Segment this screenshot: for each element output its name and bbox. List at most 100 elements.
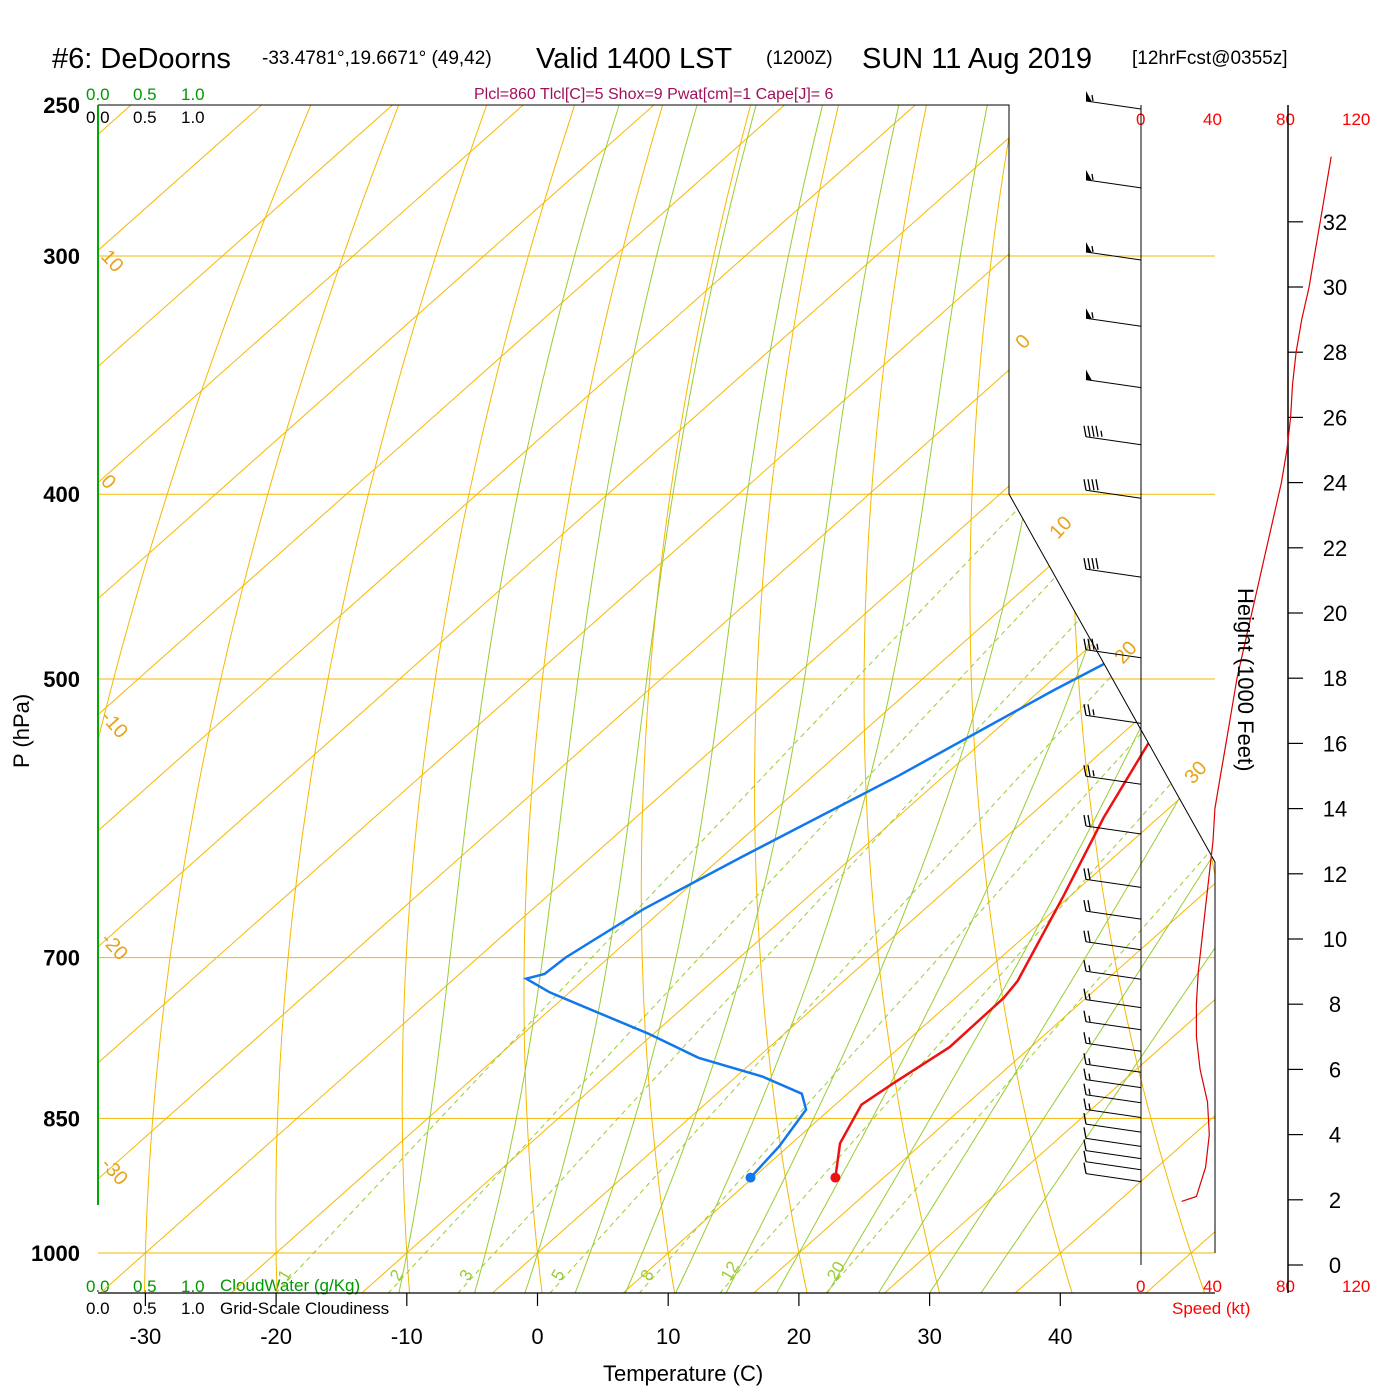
pressure-ticks: 250 300 400 500 700 850 1000 [31,93,80,1266]
barb-staff [1085,1021,1142,1031]
height-tick-label: 2 [1329,1188,1341,1213]
isotherm-line [98,105,431,1293]
mixing-ratio-labels: 1 2 3 5 8 12 20 [274,1258,849,1284]
wind-barb [1083,988,1142,1009]
barb-full [1091,425,1095,437]
wind-barb [1083,704,1142,724]
isotherm-line [883,105,1215,1293]
valid-date: SUN 11 Aug 2019 [862,43,1092,75]
mixing-ratio-lines [275,493,1215,1293]
barb-staff [1085,1042,1142,1052]
dry-adiabat-line [1362,71,1400,1301]
height-tick-label: 10 [1323,927,1347,952]
barb-full [1083,638,1087,650]
barb-full [1087,900,1091,912]
height-tick-label: 22 [1323,536,1347,561]
height-tick-label: 6 [1329,1057,1341,1082]
y-axis-label: P (hPa) [9,694,34,768]
cloudwater-tick-top-2: 1.0 [181,85,205,104]
barb-full [1087,868,1091,880]
speed-tick-bottom-2: 80 [1276,1277,1295,1296]
barb-staff [1085,999,1142,1009]
barb-staff [1085,379,1142,389]
barb-flag [1086,169,1092,181]
station-title: #6: DeDoorns [52,43,231,75]
wind-barb [1083,479,1142,499]
isotherm-line [360,105,1215,1293]
barb-staff [1085,100,1142,110]
isotherm-line [753,105,1215,1293]
barb-staff [1085,970,1142,980]
cloudwater-tick-top-0: 0.0 [86,85,110,104]
barb-full [1087,479,1091,491]
wind-barbs [1083,91,1142,1183]
barb-full [1083,1127,1087,1139]
mixing-ratio-label: 5 [547,1266,568,1284]
speed-tick-bottom-1: 40 [1203,1277,1222,1296]
barb-full [1083,1032,1087,1044]
mixing-ratio-line [457,493,1197,1293]
barb-full [1083,765,1087,777]
wind-barb [1085,91,1142,110]
barb-half [1091,245,1094,253]
barb-staff [1085,1109,1142,1119]
cloudiness-tick-top-2: 1.0 [181,108,205,127]
barb-half [1088,1103,1091,1110]
forecast-info: [12hrFcst@0355z] [1132,48,1288,69]
speed-tick-bottom-0: 0 [1136,1277,1145,1296]
cloudwater-tick-bottom-0: 0.0 [86,1277,110,1296]
thermo-grid [98,71,1400,1301]
barb-full [1091,558,1095,570]
barb-full [1083,900,1087,912]
barb-half [1088,1058,1091,1065]
mixing-ratio-line [825,493,1215,1293]
isotherm-line [98,105,1215,1293]
barb-full [1087,425,1091,437]
barb-staff [1085,941,1142,951]
moist-adiabat-line [928,105,1215,1293]
barb-half [1092,770,1095,777]
height-tick-label: 12 [1323,862,1347,887]
pressure-tick-label: 700 [43,946,80,971]
dry-adiabat-line [275,105,500,1293]
mixing-ratio-line [719,493,1215,1293]
moist-adiabat-line [980,105,1215,1293]
wind-speed-profile [1181,156,1332,1202]
barb-full [1083,868,1087,880]
moist-adiabat-lines [398,105,1215,1293]
x-axis-label: Temperature (C) [603,1361,763,1386]
barb-full [1087,930,1091,942]
speed-tick-top-2: 80 [1276,110,1295,129]
barb-staff [1085,714,1142,724]
wind-barb [1083,1053,1142,1073]
temperature-profile [834,105,1215,1178]
wind-barb [1083,1150,1142,1171]
barb-full [1083,1083,1087,1095]
wind-barb [1085,169,1142,189]
cloudiness-tick-bottom-1: 0.5 [133,1299,157,1318]
dry-adiabat-line [401,105,587,1293]
moist-adiabat-line [674,105,995,1293]
cloudwater-label: CloudWater (g/Kg) [220,1276,360,1295]
height-tick-label: 4 [1329,1123,1341,1148]
mixing-ratio-label: 3 [456,1266,477,1284]
pressure-tick-label: 400 [43,482,80,507]
barb-full [1083,988,1087,1000]
dewpoint-profile [522,105,1215,1179]
barb-full [1083,704,1087,716]
barb-staff [1085,910,1142,920]
wind-barb [1083,1032,1142,1052]
barb-flag [1086,241,1092,253]
x-tick-label: -30 [130,1324,162,1349]
height-tick-label: 24 [1323,471,1347,496]
mixing-ratio-label: 12 [717,1258,743,1284]
barb-full [1087,638,1091,650]
height-tick-label: 16 [1323,731,1347,756]
isotherm-line [98,105,170,1293]
x-tick-label: 20 [787,1324,811,1349]
x-tick-label: 40 [1048,1324,1072,1349]
barb-half [1088,1088,1091,1095]
barb-flag [1086,369,1092,381]
isotherm-lines [98,105,1215,1293]
